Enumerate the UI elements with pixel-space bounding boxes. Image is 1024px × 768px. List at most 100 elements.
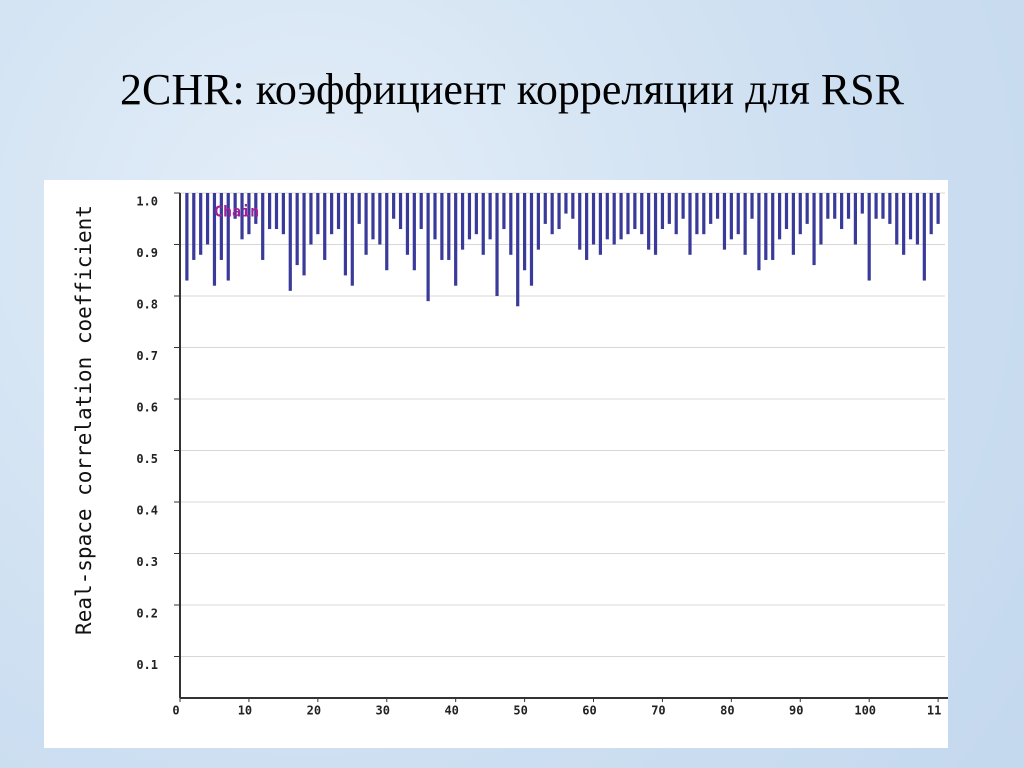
bar <box>212 193 217 286</box>
y-tick-label: 1.0 <box>136 195 158 209</box>
bar <box>853 193 858 245</box>
bar <box>860 193 864 214</box>
bar <box>585 193 589 260</box>
bar <box>295 193 299 266</box>
bar <box>715 193 720 219</box>
bar <box>392 193 396 219</box>
x-tick-label: 60 <box>582 704 596 718</box>
bar <box>192 193 196 260</box>
bar <box>474 193 478 235</box>
bar <box>681 193 685 219</box>
y-tick-label: 0.9 <box>136 246 158 260</box>
bar <box>316 193 320 235</box>
bar <box>908 193 913 240</box>
bar <box>426 193 430 302</box>
bar <box>674 193 678 235</box>
y-tick-label: 0.6 <box>136 401 158 415</box>
bar <box>688 193 692 255</box>
bar <box>729 193 733 240</box>
x-tick-label: 30 <box>376 704 390 718</box>
bar <box>626 193 630 235</box>
bar <box>378 193 382 245</box>
bar <box>784 193 789 230</box>
bar <box>509 193 513 255</box>
bar <box>798 193 802 235</box>
legend-label: Chain <box>214 203 259 221</box>
bar <box>736 193 740 235</box>
bar <box>330 193 334 235</box>
y-tick-label: 0.3 <box>136 555 158 569</box>
bar <box>722 193 727 250</box>
bar <box>343 193 348 276</box>
bar <box>199 193 203 255</box>
bar <box>805 193 809 224</box>
bar <box>488 193 492 240</box>
bar <box>536 193 540 250</box>
bar <box>812 193 816 266</box>
bar <box>495 193 499 296</box>
bar <box>502 193 506 230</box>
bar <box>350 193 354 286</box>
x-tick-label: 50 <box>513 704 527 718</box>
bar <box>702 193 706 235</box>
bar <box>633 193 637 230</box>
bar <box>846 193 851 219</box>
bar <box>261 193 265 260</box>
bar <box>888 193 892 224</box>
x-tick-label: 80 <box>720 704 734 718</box>
bar <box>660 193 665 230</box>
bar <box>274 193 279 230</box>
x-tick-label: 11 <box>927 704 941 718</box>
bar <box>219 193 223 260</box>
y-tick-label: 0.7 <box>136 349 158 363</box>
bar <box>281 193 285 235</box>
bar <box>647 193 651 250</box>
bar <box>764 193 768 260</box>
x-tick-label: 70 <box>651 704 665 718</box>
bar <box>750 193 754 219</box>
bar <box>922 193 926 281</box>
bar <box>819 193 823 245</box>
bar <box>833 193 837 219</box>
bar <box>454 193 458 286</box>
bar <box>309 193 313 245</box>
bar <box>902 193 906 255</box>
x-tick-label: 90 <box>789 704 803 718</box>
y-tick-label: 0.8 <box>136 298 158 312</box>
bar <box>288 193 292 291</box>
plot-area: 0.1 0.2 0.3 0.4 0.5 0.6 0.7 0.8 0.9 1.0 0 10 20 30 40 5… <box>136 192 948 718</box>
y-tick-label: 0.4 <box>136 504 158 518</box>
bar <box>447 193 451 260</box>
bar <box>516 193 520 307</box>
x-tick-label: 20 <box>307 704 321 718</box>
bar <box>895 193 899 245</box>
bar <box>915 193 920 245</box>
bar <box>226 193 230 281</box>
bar <box>336 193 341 230</box>
bar <box>757 193 761 271</box>
bar <box>867 193 871 281</box>
bar <box>640 193 644 235</box>
x-tick-label: 40 <box>444 704 458 718</box>
bar <box>667 193 671 224</box>
bar <box>695 193 699 235</box>
bar <box>385 193 389 271</box>
bar <box>709 193 713 224</box>
bar <box>205 193 210 245</box>
bar <box>522 193 527 271</box>
bar <box>557 193 561 230</box>
y-tick-label: 0.5 <box>136 452 158 466</box>
bar <box>543 193 547 224</box>
bar <box>433 193 437 240</box>
bar <box>936 193 940 224</box>
y-tick-label: 0.1 <box>136 658 158 672</box>
bar <box>412 193 416 271</box>
bar <box>591 193 596 245</box>
bar <box>440 193 444 260</box>
bar <box>233 193 237 219</box>
bar <box>398 193 403 230</box>
bar <box>564 193 568 214</box>
bar <box>357 193 361 224</box>
bar <box>481 193 485 255</box>
